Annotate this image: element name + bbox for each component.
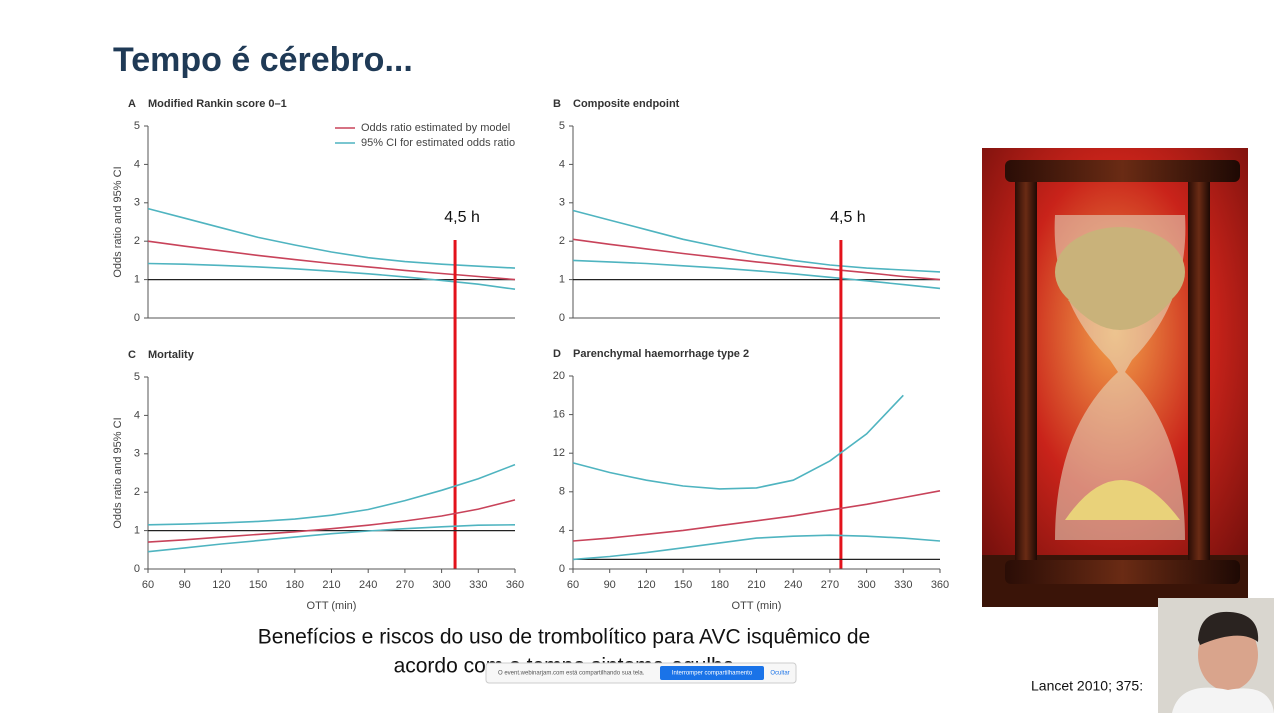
y-tick-label: 12 (553, 447, 565, 459)
y-tick-label: 0 (134, 563, 140, 575)
x-axis-label: OTT (min) (732, 600, 782, 612)
y-axis-label: Odds ratio and 95% CI (112, 417, 124, 528)
series-line (572, 490, 941, 542)
x-tick-label: 210 (747, 579, 765, 591)
y-tick-label: 20 (553, 370, 565, 382)
x-tick-label: 330 (894, 579, 912, 591)
x-tick-label: 300 (432, 579, 450, 591)
legend-label: 95% CI for estimated odds ratio (361, 137, 515, 149)
panel-letter: C (128, 349, 136, 361)
x-tick-label: 240 (784, 579, 802, 591)
share-message: O event.webinarjam.com está compartilhan… (498, 671, 645, 677)
series-line (147, 499, 516, 543)
series-line (147, 524, 516, 553)
y-tick-label: 5 (134, 120, 140, 132)
y-tick-label: 0 (559, 563, 565, 575)
series-line (147, 240, 516, 281)
x-tick-label: 180 (711, 579, 729, 591)
x-tick-label: 150 (674, 579, 692, 591)
x-tick-label: 180 (286, 579, 304, 591)
y-tick-label: 4 (559, 158, 565, 170)
x-tick-label: 300 (857, 579, 875, 591)
y-tick-label: 3 (134, 448, 140, 460)
series-line (572, 394, 904, 490)
y-tick-label: 4 (134, 158, 140, 170)
slide-title: Tempo é cérebro... (113, 41, 413, 79)
y-tick-label: 1 (134, 525, 140, 537)
y-tick-label: 4 (134, 409, 140, 421)
y-tick-label: 5 (134, 371, 140, 383)
x-tick-label: 360 (931, 579, 949, 591)
x-tick-label: 240 (359, 579, 377, 591)
x-axis-label: OTT (min) (307, 600, 357, 612)
y-tick-label: 5 (559, 120, 565, 132)
y-tick-label: 4 (559, 524, 565, 536)
x-tick-label: 270 (821, 579, 839, 591)
panel-title: Parenchymal haemorrhage type 2 (573, 348, 749, 360)
hourglass-image (982, 148, 1248, 607)
panel-letter: D (553, 348, 561, 360)
y-tick-label: 1 (559, 274, 565, 286)
x-tick-label: 60 (567, 579, 579, 591)
citation: Lancet 2010; 375: (1031, 678, 1143, 694)
y-axis-label: Odds ratio and 95% CI (112, 166, 124, 277)
x-tick-label: 120 (637, 579, 655, 591)
y-tick-label: 0 (134, 312, 140, 324)
series-line (572, 259, 941, 290)
panel-title: Composite endpoint (573, 98, 680, 110)
x-tick-label: 90 (179, 579, 191, 591)
stop-button-label[interactable]: Interromper compartilhamento (672, 671, 753, 677)
series-line (147, 463, 516, 526)
caption-line: Benefícios e riscos do uso de trombolíti… (258, 626, 870, 649)
series-line (572, 534, 941, 561)
panel-letter: A (128, 98, 136, 110)
x-tick-label: 60 (142, 579, 154, 591)
y-tick-label: 3 (559, 197, 565, 209)
y-tick-label: 2 (134, 486, 140, 498)
y-tick-label: 2 (559, 235, 565, 247)
y-tick-label: 2 (134, 235, 140, 247)
x-tick-label: 120 (212, 579, 230, 591)
x-tick-label: 210 (322, 579, 340, 591)
share-bar: O event.webinarjam.com está compartilhan… (485, 662, 797, 684)
time-marker-label: 4,5 h (444, 209, 480, 226)
x-tick-label: 150 (249, 579, 267, 591)
stop-button[interactable] (660, 666, 764, 680)
series-line (147, 262, 516, 290)
time-marker-label: 4,5 h (830, 209, 866, 226)
y-tick-label: 1 (134, 274, 140, 286)
legend-label: Odds ratio estimated by model (361, 122, 510, 134)
series-line (572, 238, 941, 281)
panel-title: Mortality (148, 349, 195, 361)
x-tick-label: 360 (506, 579, 524, 591)
y-tick-label: 0 (559, 312, 565, 324)
panel-letter: B (553, 98, 561, 110)
webcam-video (1158, 598, 1274, 713)
y-tick-label: 8 (559, 486, 565, 498)
y-tick-label: 16 (553, 409, 565, 421)
panel-title: Modified Rankin score 0–1 (148, 98, 287, 110)
hide-button[interactable]: Ocultar (770, 671, 789, 677)
x-tick-label: 90 (604, 579, 616, 591)
series-line (572, 209, 941, 273)
x-tick-label: 330 (469, 579, 487, 591)
y-tick-label: 3 (134, 197, 140, 209)
x-tick-label: 270 (396, 579, 414, 591)
